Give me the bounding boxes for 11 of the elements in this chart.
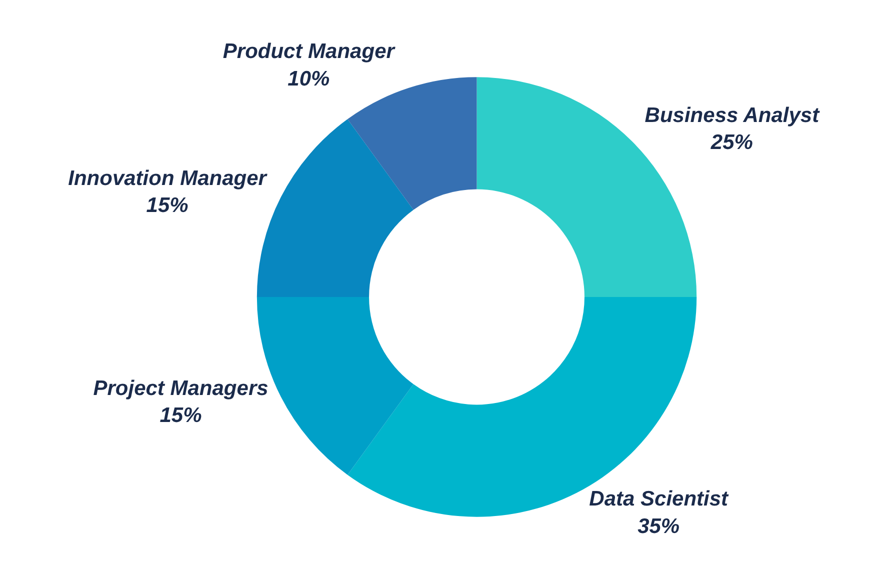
slice-label: Product Manager xyxy=(222,40,396,63)
data-label: 15% xyxy=(146,194,189,218)
data-label: 10% xyxy=(288,67,330,90)
donut-slice xyxy=(348,77,477,210)
data-label: 15% xyxy=(160,404,202,428)
slice-label: Business Analyst xyxy=(644,104,820,127)
slice-label: Data Scientist xyxy=(589,488,730,511)
slice-label: Innovation Manager xyxy=(68,166,268,190)
slice-label: Project Managers xyxy=(93,376,268,400)
data-label: 25% xyxy=(710,131,754,154)
data-label: 35% xyxy=(638,514,680,538)
